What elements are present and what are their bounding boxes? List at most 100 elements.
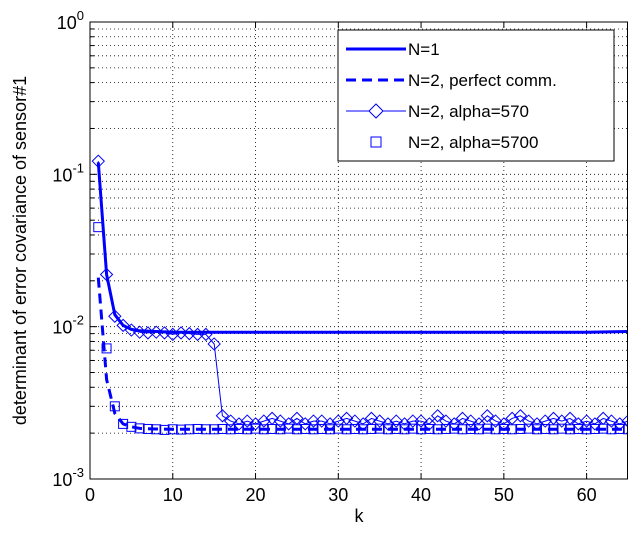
data-point-square bbox=[349, 423, 360, 434]
data-point-square bbox=[581, 424, 592, 435]
legend: N=1 N=2, perfect comm. N=2, alpha=570 N=2, … bbox=[337, 29, 615, 162]
legend-label: N=1 bbox=[408, 40, 440, 59]
data-point-square bbox=[200, 424, 211, 435]
x-tick-label: 50 bbox=[494, 485, 514, 505]
series-line bbox=[96, 277, 628, 431]
data-point-square bbox=[176, 424, 187, 435]
series-thin-diamond bbox=[91, 154, 628, 431]
data-point-square bbox=[233, 423, 244, 434]
data-point-square bbox=[341, 424, 352, 435]
x-tick-labels: 0 10 20 30 40 50 60 bbox=[85, 485, 597, 505]
y-tick-labels: 10-3 10-2 10-1 100 bbox=[52, 8, 84, 490]
data-point-diamond bbox=[174, 326, 188, 340]
data-point-square bbox=[366, 423, 377, 434]
x-tick-label: 10 bbox=[163, 485, 183, 505]
series-markers-square bbox=[93, 222, 628, 435]
data-point-diamond bbox=[182, 326, 197, 341]
data-point-diamond bbox=[99, 267, 114, 282]
x-tick-label: 20 bbox=[246, 485, 266, 505]
series-layer bbox=[91, 154, 628, 435]
data-point-diamond bbox=[323, 417, 337, 431]
data-point-square bbox=[391, 423, 402, 434]
data-point-square bbox=[474, 424, 485, 435]
data-point-square bbox=[598, 423, 609, 434]
data-point-diamond bbox=[157, 326, 172, 340]
data-point-square bbox=[589, 423, 600, 434]
data-point-diamond bbox=[232, 417, 246, 431]
data-point-square bbox=[209, 424, 220, 435]
data-point-square bbox=[399, 424, 410, 435]
data-point-diamond bbox=[571, 417, 586, 431]
data-point-square bbox=[540, 423, 551, 434]
data-point-square bbox=[606, 424, 617, 435]
data-point-square bbox=[109, 401, 120, 412]
data-point-square bbox=[449, 423, 460, 434]
data-point-square bbox=[498, 423, 509, 434]
legend-box bbox=[337, 29, 615, 162]
data-point-square bbox=[217, 423, 228, 434]
data-point-diamond bbox=[530, 417, 544, 431]
data-point-diamond bbox=[480, 409, 494, 423]
data-point-diamond bbox=[124, 323, 139, 337]
data-point-square bbox=[242, 424, 253, 435]
data-point-square bbox=[523, 423, 534, 434]
data-point-square bbox=[432, 424, 443, 435]
data-point-diamond bbox=[621, 414, 628, 428]
data-point-diamond bbox=[372, 414, 387, 428]
y-tick-label: 100 bbox=[57, 8, 84, 33]
data-point-square bbox=[167, 424, 178, 435]
x-tick-label: 40 bbox=[411, 485, 431, 505]
data-point-square bbox=[556, 423, 567, 434]
data-point-square bbox=[134, 423, 145, 434]
y-tick-label: 10-2 bbox=[52, 313, 84, 338]
data-point-square bbox=[192, 423, 203, 434]
data-point-diamond bbox=[513, 409, 528, 423]
data-point-diamond bbox=[397, 417, 412, 431]
data-point-diamond bbox=[348, 414, 362, 428]
data-point-square bbox=[482, 423, 493, 434]
data-point-square bbox=[126, 421, 137, 432]
x-axis-label: k bbox=[355, 506, 365, 526]
data-point-diamond bbox=[588, 417, 602, 431]
data-point-diamond bbox=[215, 409, 230, 423]
data-point-square bbox=[416, 424, 427, 435]
legend-label: N=2, alpha=5700 bbox=[408, 133, 538, 152]
data-point-square bbox=[142, 423, 153, 434]
legend-label: N=2, perfect comm. bbox=[408, 71, 557, 90]
data-point-diamond bbox=[240, 414, 254, 428]
series-solid-thick bbox=[96, 162, 628, 334]
data-point-square bbox=[515, 423, 526, 434]
data-point-square bbox=[614, 423, 625, 434]
data-point-diamond bbox=[472, 417, 486, 431]
series-line bbox=[96, 162, 628, 334]
data-point-square bbox=[573, 423, 584, 434]
data-point-square bbox=[258, 424, 269, 435]
data-point-diamond bbox=[108, 309, 122, 323]
data-point-diamond bbox=[132, 325, 147, 339]
data-point-diamond bbox=[613, 417, 627, 431]
data-point-diamond bbox=[273, 414, 288, 428]
data-point-square bbox=[325, 424, 336, 435]
data-point-square bbox=[333, 423, 344, 434]
data-point-square bbox=[267, 423, 278, 434]
data-point-square bbox=[358, 424, 369, 435]
data-point-diamond bbox=[488, 414, 503, 428]
data-point-diamond bbox=[447, 417, 461, 431]
data-point-diamond bbox=[604, 414, 619, 428]
data-point-square bbox=[300, 423, 311, 434]
y-tick-label: 10-1 bbox=[52, 160, 84, 185]
data-point-square bbox=[565, 424, 576, 435]
data-point-square bbox=[623, 424, 628, 435]
data-point-diamond bbox=[298, 417, 312, 431]
data-point-diamond bbox=[281, 417, 296, 431]
data-point-square bbox=[184, 424, 195, 435]
legend-label: N=2, alpha=570 bbox=[408, 102, 529, 121]
data-point-diamond bbox=[224, 414, 238, 428]
data-point-square bbox=[118, 418, 129, 429]
data-point-diamond bbox=[439, 414, 453, 428]
data-point-diamond bbox=[149, 325, 163, 339]
data-point-diamond bbox=[521, 414, 536, 428]
data-point-diamond bbox=[356, 417, 370, 431]
data-point-square bbox=[308, 424, 319, 435]
data-point-diamond bbox=[538, 414, 552, 428]
